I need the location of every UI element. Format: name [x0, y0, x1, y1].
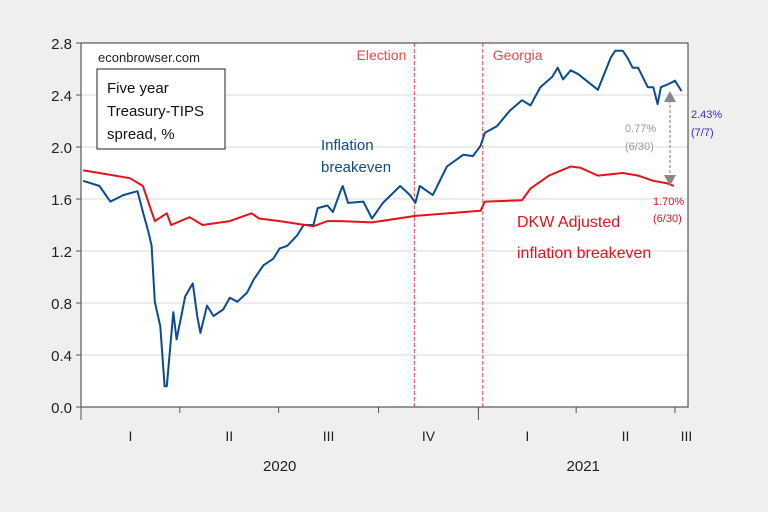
plot-frame	[80, 42, 689, 408]
year-label: 2020	[263, 458, 296, 475]
year-label: 2021	[567, 458, 600, 475]
dkw-label-1: DKW Adjusted	[517, 214, 620, 231]
y-tick-label: 0.8	[51, 296, 72, 313]
y-tick-label: 2.8	[51, 36, 72, 53]
red-last-value: 1.70%	[653, 196, 684, 208]
spread-value: 0.77%	[625, 123, 656, 135]
inflation-breakeven-label-2: breakeven	[321, 159, 391, 176]
event-label: Election	[357, 47, 407, 63]
legend-line-1: Five year	[107, 80, 169, 97]
dkw-label-2: inflation breakeven	[517, 245, 651, 262]
red-last-date: (6/30)	[653, 213, 682, 225]
quarter-label: II	[622, 428, 630, 444]
quarter-label: III	[323, 428, 335, 444]
legend-box	[96, 68, 226, 150]
watermark: econbrowser.com	[98, 50, 200, 65]
blue-last-date: (7/7)	[691, 127, 714, 139]
quarter-label: IV	[422, 428, 436, 444]
blue-last-value: 2.43%	[691, 109, 722, 121]
quarter-label: II	[225, 428, 233, 444]
y-tick-label: 1.2	[51, 244, 72, 261]
quarter-label: I	[128, 428, 132, 444]
quarter-label: I	[525, 428, 529, 444]
y-tick-label: 2.0	[51, 140, 72, 157]
y-tick-label: 0.4	[51, 348, 72, 365]
inflation-breakeven-line	[82, 49, 683, 388]
dkw-adjusted-line	[83, 165, 675, 228]
spread-date: (6/30)	[625, 141, 654, 153]
inflation-breakeven-label-1: Inflation	[321, 137, 374, 154]
legend-line-3: spread, %	[107, 126, 175, 143]
quarter-label: III	[681, 428, 693, 444]
event-label: Georgia	[493, 47, 543, 63]
y-tick-label: 0.0	[51, 400, 72, 417]
y-tick-label: 1.6	[51, 192, 72, 209]
legend-line-2: Treasury-TIPS	[107, 103, 204, 120]
spread-arrow	[664, 91, 676, 186]
y-tick-label: 2.4	[51, 88, 72, 105]
